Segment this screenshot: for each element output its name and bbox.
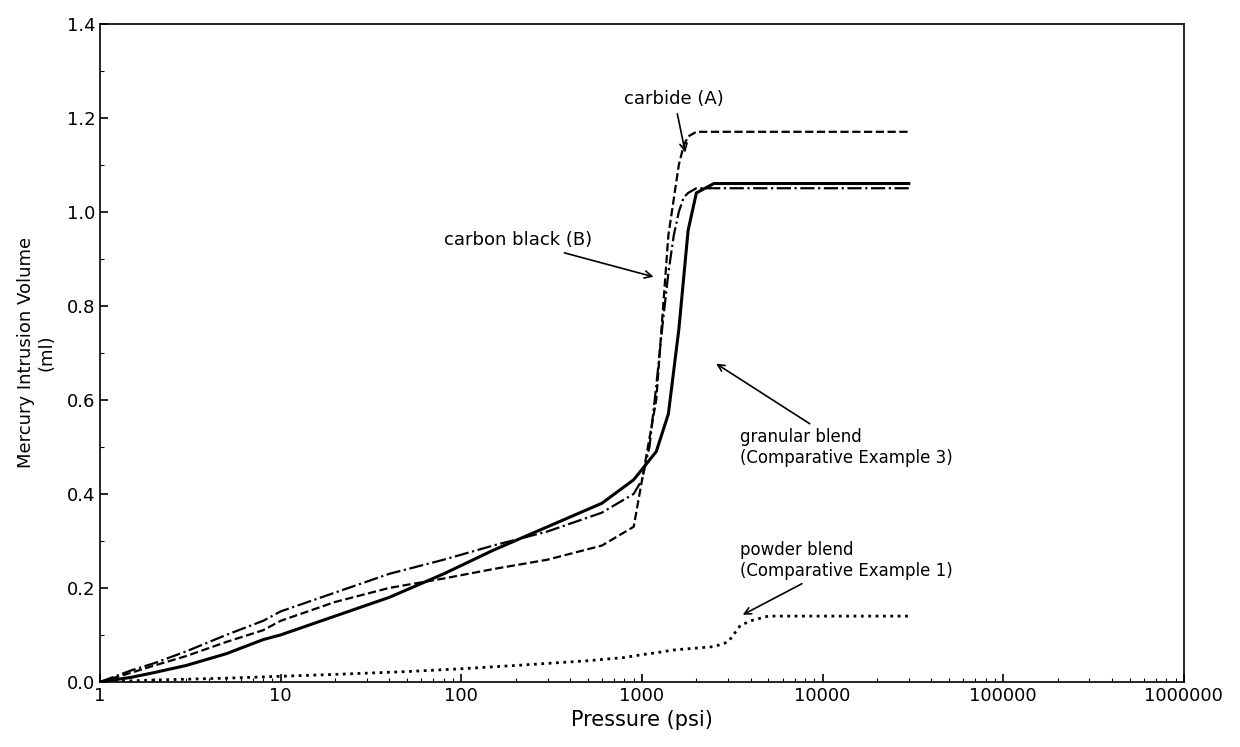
Text: carbide (A): carbide (A) <box>625 90 724 151</box>
Y-axis label: Mercury Intrusion Volume
(ml): Mercury Intrusion Volume (ml) <box>16 238 56 468</box>
Text: carbon black (B): carbon black (B) <box>444 232 652 278</box>
Text: powder blend
(Comparative Example 1): powder blend (Comparative Example 1) <box>740 541 954 614</box>
X-axis label: Pressure (psi): Pressure (psi) <box>572 710 713 731</box>
Text: granular blend
(Comparative Example 3): granular blend (Comparative Example 3) <box>718 365 954 467</box>
